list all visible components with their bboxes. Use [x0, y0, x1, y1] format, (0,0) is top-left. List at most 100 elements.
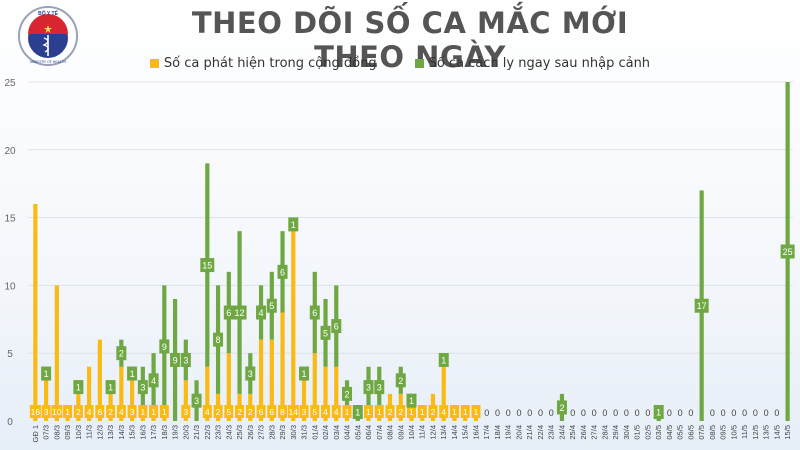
data-label-community: 3	[183, 407, 188, 417]
data-label-box-community	[95, 405, 105, 418]
data-label-community: 2	[108, 407, 113, 417]
x-tick-label: 12/3	[95, 425, 104, 440]
bar-community	[323, 366, 328, 421]
data-label-box-community	[299, 405, 309, 418]
x-tick-label: 01/5	[633, 425, 642, 440]
zero-label: 0	[764, 408, 769, 418]
data-label-box-community	[127, 405, 137, 418]
data-label-quarantine: 6	[280, 267, 285, 277]
x-tick-label: 22/3	[203, 425, 212, 440]
data-label-community: 4	[334, 407, 339, 417]
x-tick-label: 12/5	[751, 425, 760, 440]
y-tick-label: 5	[7, 349, 13, 360]
x-tick-label: 17/4	[482, 425, 491, 440]
data-label-box-quarantine	[73, 380, 84, 395]
data-label-box-community	[202, 405, 212, 418]
data-label-box-community	[213, 405, 223, 418]
legend-swatch-community	[149, 59, 159, 68]
data-label-quarantine: 3	[140, 383, 145, 393]
bar-community	[312, 353, 317, 421]
x-tick-label: 15/3	[128, 425, 137, 440]
bar-community	[334, 366, 339, 421]
data-label-community: 1	[463, 407, 468, 417]
data-label-box-quarantine	[438, 352, 449, 367]
data-label-quarantine: 25	[783, 247, 793, 257]
x-tick-label: 30/3	[289, 425, 298, 440]
data-label-box-quarantine	[320, 325, 331, 340]
data-label-community: 2	[216, 407, 221, 417]
data-label-box-community	[29, 405, 41, 418]
x-tick-label: 03/4	[332, 425, 341, 440]
data-label-box-quarantine	[363, 380, 374, 395]
data-label-box-quarantine	[556, 400, 567, 415]
data-label-quarantine: 3	[248, 369, 253, 379]
data-label-box-quarantine	[127, 366, 138, 381]
data-label-box-quarantine	[170, 352, 181, 367]
data-label-quarantine: 15	[202, 261, 212, 271]
x-tick-label: 18/4	[493, 425, 502, 440]
data-label-quarantine: 6	[312, 308, 317, 318]
data-label-box-quarantine	[105, 380, 116, 395]
x-tick-label: 28/4	[600, 425, 609, 440]
zero-label: 0	[721, 408, 726, 418]
data-label-box-community	[149, 405, 159, 418]
data-label-box-community	[310, 405, 320, 418]
data-label-box-quarantine	[223, 305, 234, 320]
x-tick-label: 19/4	[504, 425, 513, 440]
zero-label: 0	[710, 408, 715, 418]
data-label-box-quarantine	[395, 373, 406, 388]
bar-community	[291, 231, 296, 421]
data-label-box-quarantine	[374, 380, 385, 395]
data-label-box-quarantine	[694, 298, 709, 313]
data-label-community: 2	[237, 407, 242, 417]
data-label-quarantine: 3	[377, 383, 382, 393]
zero-label: 0	[570, 408, 575, 418]
zero-label: 0	[602, 408, 607, 418]
zero-label: 0	[484, 408, 489, 418]
bar-community	[280, 312, 285, 421]
data-label-community: 4	[87, 407, 92, 417]
zero-label: 0	[624, 408, 629, 418]
data-label-quarantine: 1	[302, 369, 307, 379]
data-label-box-community	[287, 405, 299, 418]
x-tick-label: 26/4	[579, 425, 588, 440]
x-tick-label: 07/4	[375, 425, 384, 440]
x-tick-label: 09/4	[396, 425, 405, 440]
data-label-box-quarantine	[180, 352, 191, 367]
x-tick-label: 20/3	[181, 425, 190, 440]
data-label-community: 3	[302, 407, 307, 417]
data-label-quarantine: 2	[119, 349, 124, 359]
data-label-quarantine: 2	[398, 376, 403, 386]
data-label-box-quarantine	[288, 217, 299, 232]
data-label-box-community	[364, 405, 374, 418]
data-label-box-community	[460, 405, 470, 418]
data-label-box-community	[439, 405, 449, 418]
data-label-community: 6	[269, 407, 274, 417]
x-tick-label: GĐ 1	[31, 425, 40, 443]
y-tick-label: 10	[4, 281, 16, 292]
zero-label: 0	[753, 408, 758, 418]
data-label-community: 1	[345, 407, 350, 417]
data-label-box-quarantine	[200, 258, 215, 273]
data-label-box-community	[374, 405, 384, 418]
data-label-community: 2	[388, 407, 393, 417]
data-label-box-quarantine	[653, 405, 664, 419]
data-label-box-community	[224, 405, 234, 418]
legend-label-quarantine: Số ca cách ly ngay sau nhập cảnh	[428, 56, 651, 71]
data-label-box-community	[245, 405, 255, 418]
x-tick-label: 04/4	[343, 425, 352, 440]
data-label-quarantine: 6	[334, 322, 339, 332]
x-tick-label: 13/5	[762, 425, 771, 440]
data-label-quarantine: 5	[323, 328, 328, 338]
data-label-box-community	[396, 405, 406, 418]
y-tick-label: 0	[7, 417, 13, 428]
data-label-quarantine: 1	[355, 408, 360, 418]
data-label-box-quarantine	[232, 305, 247, 320]
data-label-quarantine: 12	[235, 308, 245, 318]
zero-label: 0	[667, 408, 672, 418]
x-tick-label: 10/4	[407, 425, 416, 440]
data-label-box-quarantine	[266, 298, 277, 313]
ministry-of-health-logo-icon: BỘ Y TẾ MINISTRY OF HEALTH	[18, 6, 78, 66]
data-label-box-quarantine	[245, 366, 256, 381]
y-tick-label: 15	[4, 214, 16, 225]
